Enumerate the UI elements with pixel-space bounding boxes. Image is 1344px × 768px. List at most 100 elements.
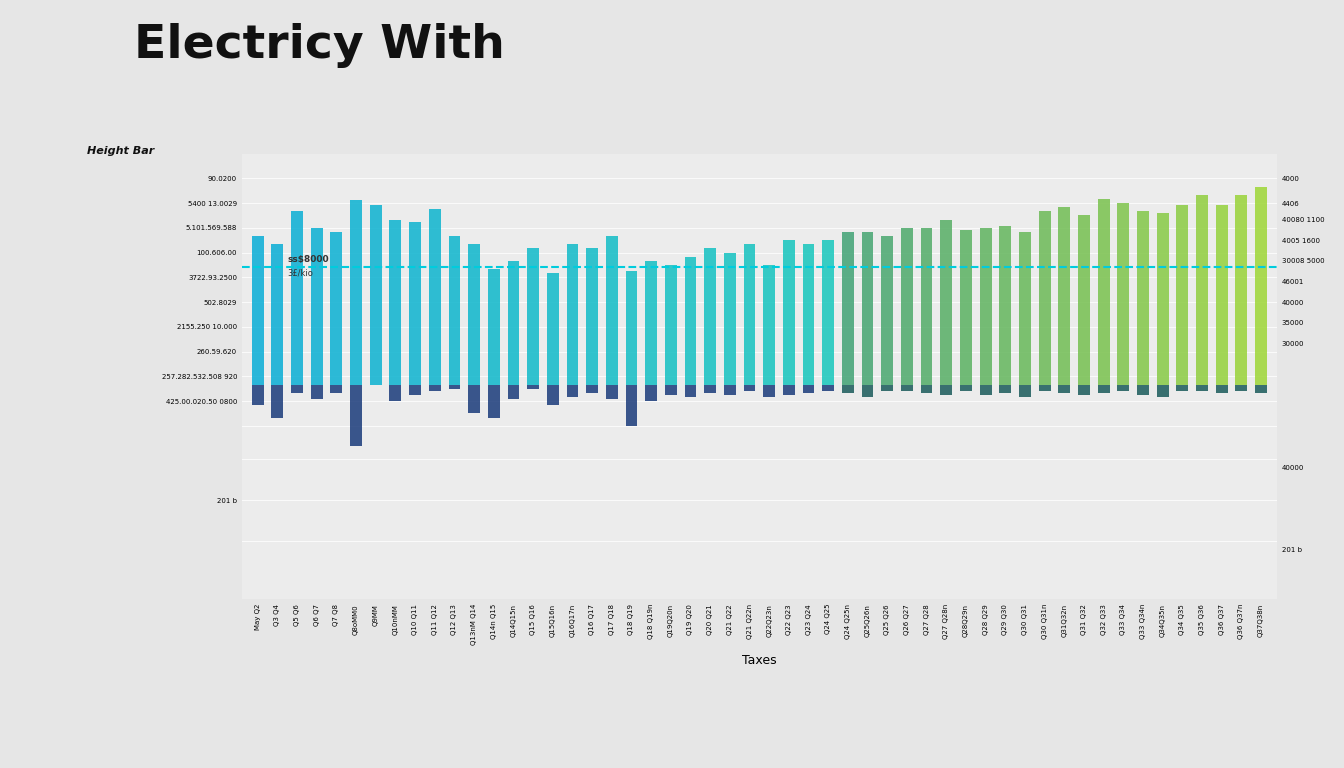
Text: Height Bar: Height Bar [87, 146, 155, 156]
Bar [704, 249, 716, 385]
Bar [409, 222, 421, 385]
Bar [310, 385, 323, 399]
Bar [724, 253, 735, 385]
Bar [882, 385, 894, 391]
Bar [1137, 211, 1149, 385]
Bar [1137, 385, 1149, 395]
Bar [1235, 195, 1247, 385]
Bar [351, 385, 362, 446]
Bar [586, 385, 598, 392]
Bar [390, 385, 402, 401]
Bar [1196, 385, 1208, 391]
Bar [567, 385, 578, 397]
Bar [488, 385, 500, 418]
Bar [1176, 205, 1188, 385]
Bar [1098, 199, 1110, 385]
Bar [645, 385, 657, 401]
Bar [743, 244, 755, 385]
Bar [271, 244, 284, 385]
Bar [941, 385, 952, 395]
Bar [1216, 385, 1227, 392]
Bar [292, 385, 302, 392]
Bar [684, 257, 696, 385]
Bar [980, 385, 992, 395]
Bar [547, 273, 559, 385]
Bar [488, 269, 500, 385]
Bar [409, 385, 421, 395]
Bar [586, 249, 598, 385]
Bar [1059, 385, 1070, 392]
Bar [882, 236, 894, 385]
Bar [841, 232, 853, 385]
Bar [724, 385, 735, 395]
Bar [390, 220, 402, 385]
Bar [1235, 385, 1247, 391]
Bar [1196, 195, 1208, 385]
Bar [331, 385, 343, 392]
X-axis label: Taxes: Taxes [742, 654, 777, 667]
Bar [251, 385, 263, 406]
Bar [665, 265, 677, 385]
Bar [527, 249, 539, 385]
Bar [310, 228, 323, 385]
Bar [743, 385, 755, 391]
Bar [606, 385, 618, 399]
Bar [1000, 385, 1011, 392]
Bar [1117, 385, 1129, 391]
Bar [449, 385, 460, 389]
Bar [862, 232, 874, 385]
Text: ss$8000: ss$8000 [288, 255, 329, 263]
Bar [823, 240, 835, 385]
Bar [508, 385, 519, 399]
Bar [980, 228, 992, 385]
Text: Electricy With: Electricy With [134, 23, 505, 68]
Bar [921, 228, 933, 385]
Bar [900, 385, 913, 391]
Bar [1176, 385, 1188, 391]
Bar [606, 236, 618, 385]
Bar [625, 271, 637, 385]
Bar [862, 385, 874, 397]
Bar [1098, 385, 1110, 392]
Bar [1000, 226, 1011, 385]
Bar [1216, 205, 1227, 385]
Text: 3£/kio: 3£/kio [288, 268, 313, 277]
Bar [1039, 211, 1051, 385]
Bar [567, 244, 578, 385]
Bar [684, 385, 696, 397]
Bar [960, 385, 972, 391]
Bar [508, 261, 519, 385]
Bar [1117, 203, 1129, 385]
Bar [468, 244, 480, 385]
Bar [429, 210, 441, 385]
Bar [1078, 216, 1090, 385]
Bar [1039, 385, 1051, 391]
Bar [802, 244, 814, 385]
Bar [1157, 214, 1168, 385]
Bar [1157, 385, 1168, 397]
Bar [271, 385, 284, 418]
Bar [841, 385, 853, 392]
Bar [1019, 385, 1031, 397]
Bar [429, 385, 441, 391]
Bar [665, 385, 677, 395]
Bar [1059, 207, 1070, 385]
Bar [449, 236, 460, 385]
Bar [784, 385, 794, 395]
Bar [468, 385, 480, 413]
Bar [1255, 385, 1267, 392]
Bar [370, 205, 382, 385]
Bar [802, 385, 814, 392]
Bar [292, 211, 302, 385]
Bar [941, 220, 952, 385]
Bar [251, 236, 263, 385]
Bar [763, 265, 775, 385]
Bar [960, 230, 972, 385]
Bar [823, 385, 835, 391]
Bar [921, 385, 933, 392]
Bar [527, 385, 539, 389]
Bar [1019, 232, 1031, 385]
Bar [900, 228, 913, 385]
Bar [351, 200, 362, 385]
Bar [331, 232, 343, 385]
